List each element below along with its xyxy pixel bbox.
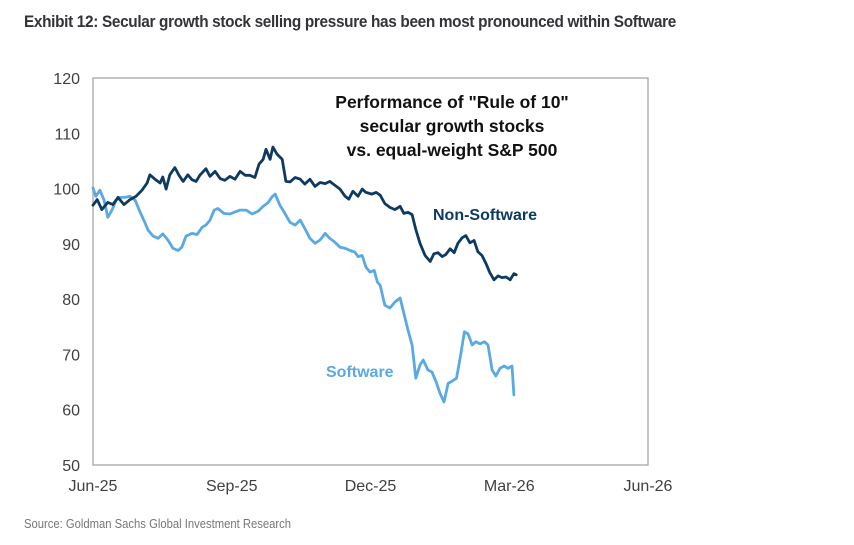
series-layer (91, 145, 518, 404)
y-tick-label: 90 (62, 237, 80, 254)
x-tick-label: Jun-26 (624, 478, 673, 495)
y-tick-label: 50 (62, 458, 80, 475)
y-tick-label: 100 (53, 182, 80, 199)
x-axis-ticks: Jun-25 Sep-25 Dec-25 Mar-26 Jun-26 (69, 478, 673, 495)
x-tick-label: Jun-25 (69, 478, 118, 495)
x-tick-label: Sep-25 (206, 478, 258, 495)
x-tick-label: Mar-26 (484, 478, 535, 495)
y-tick-label: 80 (62, 292, 80, 309)
y-tick-label: 70 (62, 347, 80, 364)
y-tick-label: 60 (62, 403, 80, 420)
series-line-software (91, 186, 516, 404)
y-tick-label: 110 (54, 126, 80, 143)
exhibit-title: Exhibit 12: Secular growth stock selling… (24, 13, 677, 31)
series-label-non-software: Non-Software (433, 207, 537, 224)
chart-title-line-1: Performance of "Rule of 10" (335, 92, 568, 112)
source-note: Source: Goldman Sachs Global Investment … (24, 517, 292, 531)
series-label-software: Software (326, 364, 394, 381)
chart-title-line-2: secular growth stocks (360, 116, 545, 136)
series-line-non-software (91, 145, 518, 282)
y-axis-ticks: 50 60 70 80 90 100 110 120 (53, 71, 80, 475)
x-tick-label: Dec-25 (345, 478, 397, 495)
chart-title-line-3: vs. equal-weight S&P 500 (347, 140, 558, 160)
y-tick-label: 120 (53, 71, 80, 88)
